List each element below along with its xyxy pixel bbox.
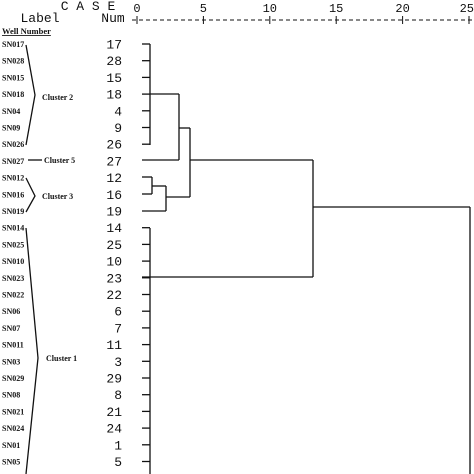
case-numbers: 1728151849262712161914251023226711329821… bbox=[106, 38, 122, 471]
case-number: 9 bbox=[114, 121, 122, 136]
scale-ticks: 0 5 10 15 20 25 bbox=[133, 2, 474, 24]
well-label: SN06 bbox=[2, 307, 20, 316]
well-label: SN022 bbox=[2, 291, 24, 300]
case-number: 21 bbox=[106, 405, 122, 420]
well-label: SN025 bbox=[2, 240, 24, 249]
case-number: 23 bbox=[106, 271, 122, 286]
well-label: SN04 bbox=[2, 107, 20, 116]
case-number: 27 bbox=[106, 154, 122, 169]
well-label: SN08 bbox=[2, 391, 20, 400]
case-number: 17 bbox=[106, 38, 122, 53]
cluster-2-label: Cluster 2 bbox=[42, 93, 73, 102]
case-number: 1 bbox=[114, 438, 122, 453]
well-label: SN09 bbox=[2, 124, 20, 133]
scale-tick-label: 0 bbox=[133, 2, 140, 16]
well-label: SN03 bbox=[2, 357, 20, 366]
case-number: 5 bbox=[114, 455, 122, 470]
distance-scale: 0 5 10 15 20 25 bbox=[132, 2, 474, 24]
scale-tick-label: 25 bbox=[460, 2, 474, 16]
case-number: 7 bbox=[114, 321, 122, 336]
case-number: 22 bbox=[106, 288, 122, 303]
case-header: C A S E bbox=[61, 0, 116, 14]
cluster-brackets bbox=[25, 44, 42, 474]
well-label: SN026 bbox=[2, 140, 24, 149]
cluster-1-label: Cluster 1 bbox=[46, 354, 77, 363]
well-label: SN021 bbox=[2, 407, 24, 416]
well-label: SN014 bbox=[2, 224, 24, 233]
cluster-2-bracket bbox=[25, 44, 36, 146]
well-label: SN019 bbox=[2, 207, 24, 216]
case-number: 3 bbox=[114, 355, 122, 370]
case-number: 16 bbox=[106, 188, 122, 203]
well-label: SN027 bbox=[2, 157, 24, 166]
well-number-header: Well Number bbox=[2, 26, 51, 36]
case-number: 8 bbox=[114, 388, 122, 403]
well-label: SN024 bbox=[2, 424, 24, 433]
well-label: SN016 bbox=[2, 190, 24, 199]
cluster-5-label: Cluster 5 bbox=[44, 156, 75, 165]
leaf-ticks bbox=[142, 43, 150, 463]
case-number: 11 bbox=[106, 338, 122, 353]
case-number: 14 bbox=[106, 221, 122, 236]
well-label: SN018 bbox=[2, 90, 24, 99]
label-column-header: Label bbox=[20, 11, 59, 26]
case-number: 24 bbox=[106, 422, 122, 437]
scale-tick-label: 5 bbox=[200, 2, 207, 16]
case-number: 10 bbox=[106, 255, 122, 270]
case-number: 4 bbox=[114, 104, 122, 119]
scale-tick-label: 20 bbox=[395, 2, 409, 16]
scale-tick-label: 15 bbox=[329, 2, 343, 16]
cluster-3-label: Cluster 3 bbox=[42, 192, 73, 201]
well-label: SN028 bbox=[2, 57, 24, 66]
case-number: 29 bbox=[106, 372, 122, 387]
well-labels: SN017 SN028 SN015 SN018 SN04 SN09 SN026 SN027 SN… bbox=[2, 40, 24, 467]
case-number: 25 bbox=[106, 238, 122, 253]
well-label: SN012 bbox=[2, 174, 24, 183]
case-number: 18 bbox=[106, 88, 122, 103]
well-label: SN011 bbox=[2, 341, 24, 350]
case-number: 6 bbox=[114, 305, 122, 320]
well-label: SN029 bbox=[2, 374, 24, 383]
well-label: SN017 bbox=[2, 40, 24, 49]
case-number: 19 bbox=[106, 205, 122, 220]
scale-tick-label: 10 bbox=[263, 2, 277, 16]
well-label: SN010 bbox=[2, 257, 24, 266]
dendrogram-tree bbox=[142, 43, 471, 474]
num-column-header: Num bbox=[101, 11, 125, 26]
cluster-3-bracket bbox=[25, 177, 36, 213]
case-number: 28 bbox=[106, 54, 122, 69]
case-number: 12 bbox=[106, 171, 122, 186]
well-label: SN023 bbox=[2, 274, 24, 283]
well-label: SN07 bbox=[2, 324, 20, 333]
well-label: SN015 bbox=[2, 73, 24, 82]
case-number: 15 bbox=[106, 71, 122, 86]
cluster-1-bracket bbox=[25, 227, 39, 474]
well-label: SN05 bbox=[2, 458, 20, 467]
case-number: 26 bbox=[106, 138, 122, 153]
well-label: SN01 bbox=[2, 441, 20, 450]
